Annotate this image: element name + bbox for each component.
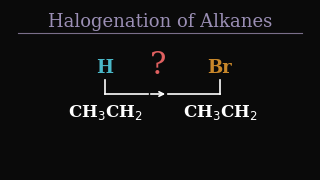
Text: ?: ? bbox=[150, 50, 166, 80]
Text: CH$_3$CH$_2$: CH$_3$CH$_2$ bbox=[183, 102, 257, 122]
Text: CH$_3$CH$_2$: CH$_3$CH$_2$ bbox=[68, 102, 142, 122]
Text: H: H bbox=[97, 59, 114, 77]
Text: Halogenation of Alkanes: Halogenation of Alkanes bbox=[48, 13, 272, 31]
Text: Br: Br bbox=[208, 59, 232, 77]
